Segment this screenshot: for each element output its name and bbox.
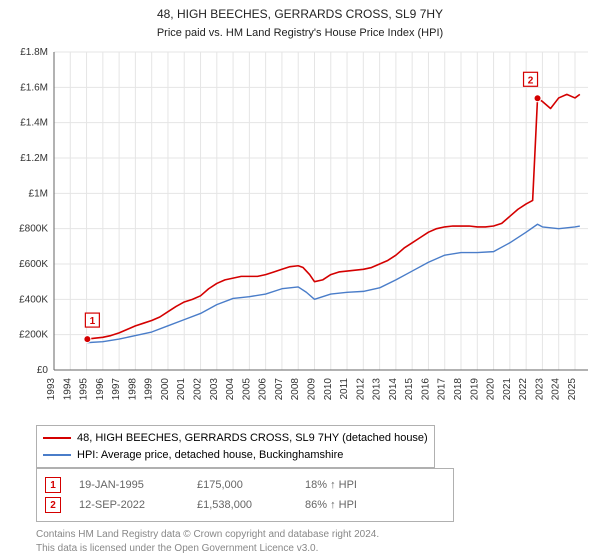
svg-text:£600K: £600K — [19, 259, 48, 270]
transaction-price: £175,000 — [197, 479, 287, 491]
svg-text:2019: 2019 — [469, 378, 480, 401]
svg-text:2007: 2007 — [274, 378, 285, 401]
legend-label: HPI: Average price, detached house, Buck… — [77, 447, 343, 464]
footer-line2: This data is licensed under the Open Gov… — [36, 542, 379, 556]
svg-text:2000: 2000 — [160, 378, 171, 401]
svg-text:£1.4M: £1.4M — [20, 118, 48, 129]
footer-text: Contains HM Land Registry data © Crown c… — [36, 528, 379, 556]
marker-label-1: 1 — [90, 316, 96, 327]
transaction-hpi: 86% ↑ HPI — [305, 499, 385, 511]
svg-text:2008: 2008 — [290, 378, 301, 401]
svg-text:£800K: £800K — [19, 224, 48, 235]
svg-text:2025: 2025 — [567, 378, 578, 401]
svg-text:2001: 2001 — [176, 378, 187, 401]
svg-text:1997: 1997 — [111, 378, 122, 401]
legend-swatch — [43, 437, 71, 439]
svg-text:1998: 1998 — [127, 378, 138, 401]
legend-swatch — [43, 454, 71, 456]
svg-text:Price paid vs. HM Land Registr: Price paid vs. HM Land Registry's House … — [157, 27, 443, 39]
svg-text:2014: 2014 — [388, 378, 399, 401]
svg-text:2012: 2012 — [355, 378, 366, 401]
transaction-price: £1,538,000 — [197, 499, 287, 511]
svg-text:2013: 2013 — [372, 378, 383, 401]
transaction-date: 12-SEP-2022 — [79, 499, 179, 511]
marker-dot-2 — [534, 95, 541, 102]
svg-text:2005: 2005 — [241, 378, 252, 401]
svg-text:1995: 1995 — [79, 378, 90, 401]
svg-text:2017: 2017 — [437, 378, 448, 401]
transaction-date: 19-JAN-1995 — [79, 479, 179, 491]
svg-text:£0: £0 — [37, 365, 49, 376]
svg-text:2003: 2003 — [209, 378, 220, 401]
svg-text:2009: 2009 — [306, 378, 317, 401]
svg-text:2023: 2023 — [534, 378, 545, 401]
svg-text:2020: 2020 — [486, 378, 497, 401]
svg-text:48, HIGH BEECHES, GERRARDS CRO: 48, HIGH BEECHES, GERRARDS CROSS, SL9 7H… — [157, 7, 443, 21]
chart-svg: 48, HIGH BEECHES, GERRARDS CROSS, SL9 7H… — [0, 0, 600, 420]
svg-text:1996: 1996 — [95, 378, 106, 401]
svg-text:1993: 1993 — [46, 378, 57, 401]
marker-dot-1 — [84, 336, 91, 343]
svg-text:£400K: £400K — [19, 294, 48, 305]
svg-text:2021: 2021 — [502, 378, 513, 401]
svg-text:2010: 2010 — [323, 378, 334, 401]
svg-text:£1M: £1M — [29, 188, 48, 199]
legend-item-1: HPI: Average price, detached house, Buck… — [43, 447, 428, 464]
transactions-table: 1 19-JAN-1995 £175,000 18% ↑ HPI 2 12-SEP-202… — [36, 468, 454, 522]
transaction-row-1: 2 12-SEP-2022 £1,538,000 86% ↑ HPI — [45, 495, 445, 515]
transaction-marker: 2 — [45, 497, 61, 513]
legend-label: 48, HIGH BEECHES, GERRARDS CROSS, SL9 7H… — [77, 430, 428, 447]
legend-item-0: 48, HIGH BEECHES, GERRARDS CROSS, SL9 7H… — [43, 430, 428, 447]
svg-text:£1.8M: £1.8M — [20, 47, 48, 58]
transaction-marker: 1 — [45, 477, 61, 493]
svg-text:2011: 2011 — [339, 378, 350, 400]
svg-text:2018: 2018 — [453, 378, 464, 401]
svg-text:1999: 1999 — [144, 378, 155, 401]
svg-text:2006: 2006 — [258, 378, 269, 401]
transaction-row-0: 1 19-JAN-1995 £175,000 18% ↑ HPI — [45, 475, 445, 495]
svg-text:£1.2M: £1.2M — [20, 153, 48, 164]
svg-text:2024: 2024 — [551, 378, 562, 401]
svg-text:2022: 2022 — [518, 378, 529, 401]
marker-label-2: 2 — [528, 75, 534, 86]
svg-text:£200K: £200K — [19, 330, 48, 341]
svg-text:2016: 2016 — [420, 378, 431, 401]
svg-text:2004: 2004 — [225, 378, 236, 401]
legend-box: 48, HIGH BEECHES, GERRARDS CROSS, SL9 7H… — [36, 425, 435, 468]
transaction-hpi: 18% ↑ HPI — [305, 479, 385, 491]
chart-container: 48, HIGH BEECHES, GERRARDS CROSS, SL9 7H… — [0, 0, 600, 560]
footer-line1: Contains HM Land Registry data © Crown c… — [36, 528, 379, 542]
svg-text:2002: 2002 — [193, 378, 204, 401]
svg-text:1994: 1994 — [62, 378, 73, 401]
svg-text:£1.6M: £1.6M — [20, 82, 48, 93]
svg-text:2015: 2015 — [404, 378, 415, 401]
